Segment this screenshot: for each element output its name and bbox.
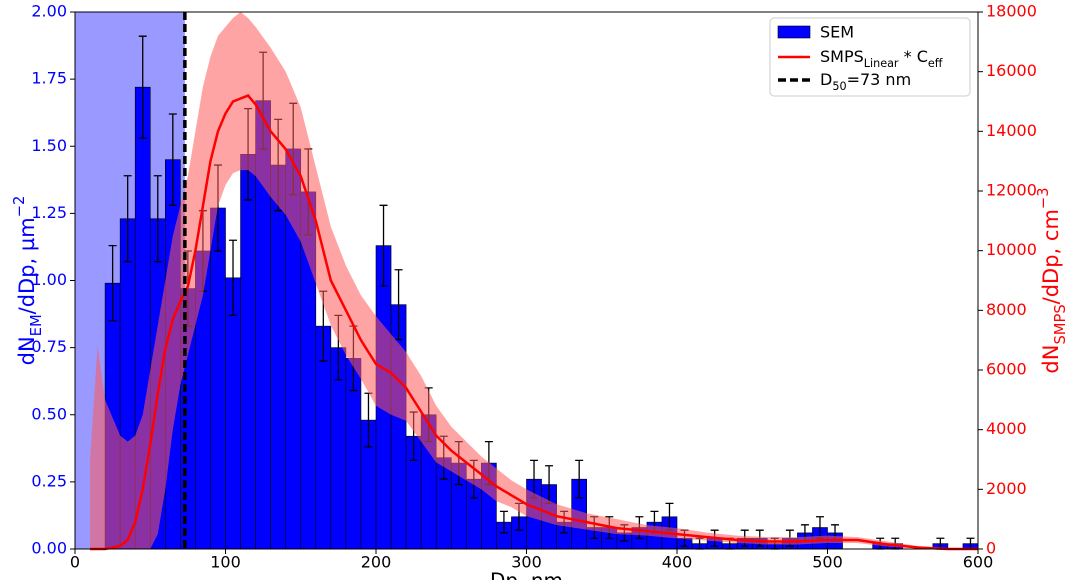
y2-tick-label: 12000 bbox=[986, 181, 1037, 200]
error-bar bbox=[168, 113, 177, 206]
legend-label-part: D bbox=[820, 70, 832, 89]
y2-tick-label: 10000 bbox=[986, 240, 1037, 259]
legend-label: D50=73 nm bbox=[820, 70, 911, 93]
y-tick-label: 1.75 bbox=[31, 69, 67, 88]
legend-label-part: eff bbox=[928, 57, 943, 70]
y-axis-label-part: −2 bbox=[11, 196, 28, 218]
y-tick-label: 0.50 bbox=[31, 404, 67, 423]
error-bar bbox=[394, 269, 403, 341]
y2-tick-label: 14000 bbox=[986, 121, 1037, 140]
y2-tick-label: 2000 bbox=[986, 479, 1027, 498]
y2-axis-label-part: SMPS bbox=[1052, 304, 1068, 344]
y-tick-label: 1.50 bbox=[31, 136, 67, 155]
y2-tick-label: 16000 bbox=[986, 61, 1037, 80]
x-axis-label: Dp, nm bbox=[490, 569, 563, 580]
y2-axis-label-part: dN bbox=[1039, 345, 1063, 374]
legend-label-part: 50 bbox=[832, 80, 846, 93]
x-tick-label: 0 bbox=[70, 553, 80, 572]
error-bar bbox=[123, 175, 132, 263]
bar bbox=[240, 154, 256, 550]
x-tick-label: 400 bbox=[662, 553, 693, 572]
y-tick-label: 0.00 bbox=[31, 539, 67, 558]
y-tick-label: 1.25 bbox=[31, 203, 67, 222]
error-bar bbox=[575, 459, 584, 499]
bar bbox=[225, 277, 241, 550]
legend-label: SMPSLinear * Ceff bbox=[820, 47, 943, 70]
y-tick-label: 1.00 bbox=[31, 270, 67, 289]
error-bar bbox=[229, 239, 238, 317]
y-axis-label-part: EM bbox=[28, 314, 45, 336]
y-axis-label-part: /dDp, µm bbox=[15, 217, 39, 314]
y2-axis-label-part: /dDp, cm bbox=[1039, 209, 1063, 304]
y-tick-label: 2.00 bbox=[31, 2, 67, 21]
x-tick-label: 200 bbox=[361, 553, 392, 572]
y2-tick-label: 4000 bbox=[986, 419, 1027, 438]
legend-label-part: * C bbox=[899, 47, 928, 66]
y2-axis-label: dNSMPS/dDp, cm−3 bbox=[1035, 187, 1068, 373]
smps-line bbox=[90, 94, 978, 551]
y2-tick-label: 6000 bbox=[986, 360, 1027, 379]
y2-tick-label: 8000 bbox=[986, 300, 1027, 319]
legend-label-part: SMPS bbox=[820, 47, 864, 66]
y2-tick-label: 0 bbox=[986, 539, 996, 558]
y-axis-label-part: dN bbox=[15, 336, 39, 365]
legend-label-part: =73 nm bbox=[847, 70, 912, 89]
legend-label: SEM bbox=[820, 23, 854, 42]
y2-axis-label-part: −3 bbox=[1035, 187, 1052, 209]
error-bar bbox=[108, 244, 117, 322]
error-bar bbox=[499, 510, 508, 534]
x-tick-label: 600 bbox=[963, 553, 994, 572]
error-bar bbox=[379, 204, 388, 287]
y-axis-label: dNEM/dDp, µm−2 bbox=[11, 196, 45, 366]
legend-box bbox=[769, 17, 971, 97]
y-tick-label: 0.75 bbox=[31, 337, 67, 356]
error-bar bbox=[138, 35, 147, 139]
legend-label-part: Linear bbox=[864, 57, 899, 70]
bar bbox=[210, 207, 226, 550]
error-bar bbox=[153, 175, 162, 263]
legend-swatch bbox=[777, 25, 811, 39]
y2-tick-label: 18000 bbox=[986, 2, 1037, 21]
y-tick-label: 0.25 bbox=[31, 471, 67, 490]
x-tick-label: 100 bbox=[210, 553, 241, 572]
x-tick-label: 300 bbox=[511, 553, 542, 572]
x-tick-label: 500 bbox=[812, 553, 843, 572]
bar bbox=[270, 164, 286, 550]
